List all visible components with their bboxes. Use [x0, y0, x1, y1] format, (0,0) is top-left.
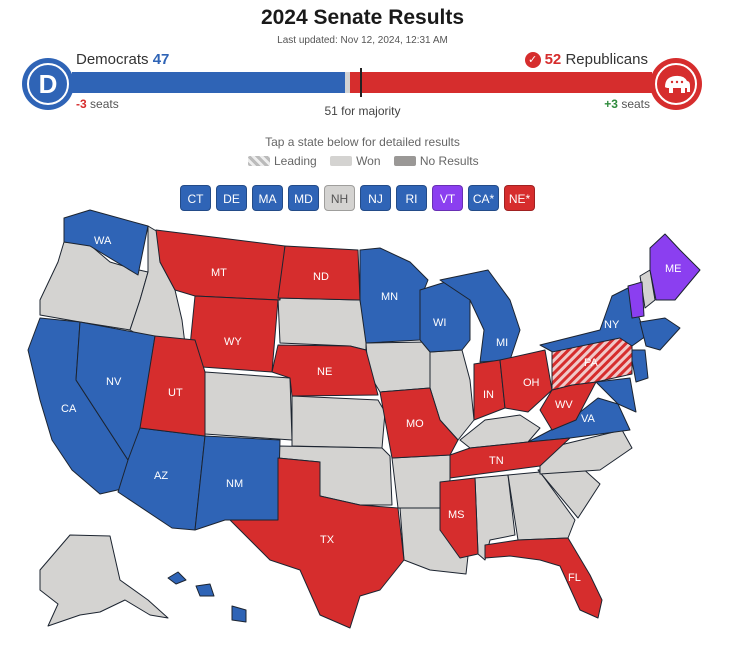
leading-swatch: [248, 156, 270, 166]
state-nj[interactable]: [629, 349, 649, 383]
label-nm: NM: [226, 478, 243, 490]
legend-leading: Leading: [248, 154, 317, 168]
state-ks[interactable]: [291, 395, 386, 449]
label-ms: MS: [448, 509, 465, 521]
state-pa[interactable]: [551, 337, 633, 391]
label-wy: WY: [224, 336, 242, 348]
label-ne: NE: [317, 366, 332, 378]
state-sd[interactable]: [277, 297, 367, 351]
label-me: ME: [665, 263, 682, 275]
state-tn[interactable]: [449, 437, 571, 479]
state-chip-vt[interactable]: VT: [432, 185, 463, 211]
label-pa: PA: [584, 357, 599, 369]
state-oh[interactable]: [499, 349, 553, 413]
state-chip-nj[interactable]: NJ: [360, 185, 391, 211]
label-nd: ND: [313, 271, 329, 283]
state-ak[interactable]: [39, 534, 169, 627]
label-wv: WV: [555, 399, 573, 411]
state-chip-ri[interactable]: RI: [396, 185, 427, 211]
label-wi: WI: [433, 317, 446, 329]
state-chip-nh[interactable]: NH: [324, 185, 355, 211]
republican-elephant-icon: [650, 58, 702, 110]
state-new-england[interactable]: [639, 317, 681, 351]
state-ms[interactable]: [439, 477, 479, 559]
no-results-swatch: [393, 156, 416, 166]
state-hi[interactable]: [167, 571, 247, 623]
state-vt[interactable]: [627, 281, 645, 319]
majority-label: 51 for majority: [324, 104, 401, 118]
label-ny: NY: [604, 319, 620, 331]
instructions-text: Tap a state below for detailed results: [265, 135, 460, 149]
rep-bar-fill: [350, 72, 652, 93]
dem-seat-count: Democrats 47: [76, 51, 170, 68]
state-nd[interactable]: [277, 245, 361, 301]
label-az: AZ: [154, 470, 168, 482]
state-chip-ct[interactable]: CT: [180, 185, 211, 211]
label-mo: MO: [406, 418, 424, 430]
dem-bar-fill: [72, 72, 345, 93]
label-mi: MI: [496, 337, 508, 349]
state-mo[interactable]: [379, 387, 459, 459]
label-tx: TX: [320, 534, 335, 546]
label-hi: HI: [216, 611, 227, 623]
label-tn: TN: [489, 455, 504, 467]
legend-won: Won: [330, 154, 381, 168]
label-oh: OH: [523, 377, 540, 389]
page-title: 2024 Senate Results: [260, 6, 465, 29]
label-ca: CA: [61, 403, 77, 415]
rep-seat-count: ✓ 52 Republicans: [524, 51, 648, 68]
state-ia[interactable]: [365, 341, 439, 393]
state-chip-de[interactable]: DE: [216, 185, 247, 211]
state-ga[interactable]: [507, 471, 576, 541]
legend-no-results: No Results: [393, 154, 479, 168]
seat-balance-bar: [72, 68, 652, 97]
undecided-bar-segment: [344, 72, 351, 93]
last-updated: Last updated: Nov 12, 2024, 12:31 AM: [277, 35, 448, 46]
state-me[interactable]: [649, 233, 701, 301]
state-ut[interactable]: [139, 335, 206, 437]
label-mn: MN: [381, 291, 398, 303]
elephant-icon: [665, 75, 690, 93]
label-ut: UT: [168, 387, 183, 399]
state-co[interactable]: [204, 371, 293, 441]
label-fl: FL: [568, 572, 581, 584]
label-mt: MT: [211, 267, 227, 279]
state-chip-md[interactable]: MD: [288, 185, 319, 211]
rep-seat-change: +3 seats: [604, 97, 650, 111]
state-fl[interactable]: [484, 537, 603, 619]
label-va: VA: [581, 413, 596, 425]
state-tx[interactable]: [229, 457, 405, 629]
dem-seat-change: -3 seats: [76, 97, 119, 111]
state-chip-ca[interactable]: CA*: [468, 185, 499, 211]
won-swatch: [330, 156, 353, 166]
state-mt[interactable]: [155, 229, 286, 301]
state-chip-ne[interactable]: NE*: [504, 185, 535, 211]
democrat-logo-icon: D: [22, 58, 74, 110]
state-labels: WA MT ND MN WI MI NY ME WY NE NV UT CA P…: [61, 235, 682, 623]
state-chip-ma[interactable]: MA: [252, 185, 283, 211]
label-wa: WA: [94, 235, 112, 247]
check-icon: ✓: [524, 52, 541, 68]
state-ne[interactable]: [271, 344, 379, 397]
state-wa[interactable]: [63, 209, 149, 276]
majority-marker: [360, 68, 362, 97]
state-md[interactable]: [595, 377, 637, 413]
map-legend: Leading Won No Results: [248, 154, 489, 168]
label-nv: NV: [106, 376, 122, 388]
label-in: IN: [483, 389, 494, 401]
